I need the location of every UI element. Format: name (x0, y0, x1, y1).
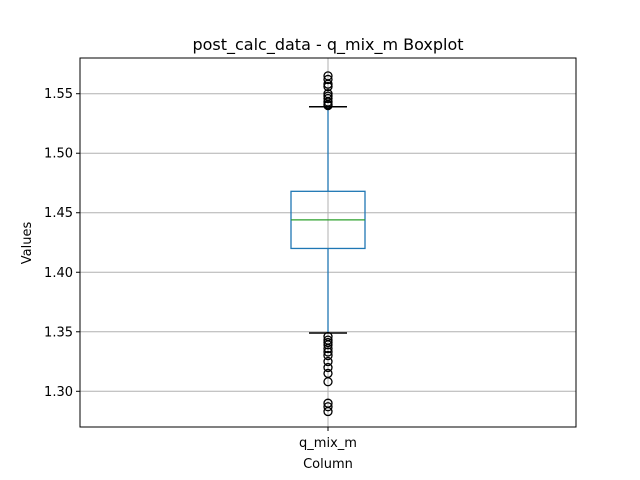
outlier-point (323, 356, 333, 367)
y-tick-label: 1.40 (44, 266, 73, 281)
outlier-point (323, 406, 333, 417)
outlier-point (323, 74, 333, 85)
outlier-point (323, 91, 333, 101)
outlier-point (323, 81, 333, 92)
outlier-point (323, 343, 333, 354)
outlier-point (323, 347, 333, 357)
outlier-point (323, 337, 333, 348)
y-axis-label: Values (20, 222, 35, 265)
chart-title: post_calc_data - q_mix_m Boxplot (192, 35, 463, 55)
y-tick-label: 1.45 (44, 206, 73, 221)
outlier-point (323, 93, 333, 104)
outlier-point (323, 89, 333, 99)
y-tick-label: 1.30 (44, 385, 73, 400)
outlier-point (323, 362, 333, 373)
y-axis-ticks: 1.30 1.35 1.40 1.45 1.50 1.55 (44, 87, 80, 400)
x-tick-label: q_mix_m (299, 436, 357, 451)
outlier-point (323, 340, 333, 350)
outlier-point (323, 71, 333, 81)
outlier-point (323, 377, 333, 387)
x-axis-label: Column (303, 457, 353, 472)
y-tick-label: 1.55 (44, 87, 73, 102)
outlier-point (323, 350, 333, 361)
outlier-point (323, 402, 333, 412)
y-tick-label: 1.50 (44, 147, 73, 162)
y-tick-label: 1.35 (44, 325, 73, 340)
x-axis-ticks: q_mix_m (299, 427, 357, 451)
box-layer (290, 71, 366, 417)
